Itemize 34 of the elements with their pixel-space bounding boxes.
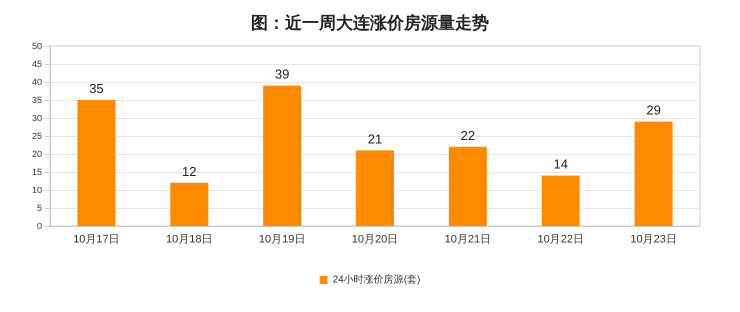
y-tick-label: 10 <box>32 185 42 195</box>
bar <box>448 146 487 226</box>
y-tick-label: 50 <box>32 41 42 51</box>
data-label: 35 <box>89 81 104 96</box>
data-label: 29 <box>646 102 661 118</box>
bar <box>170 182 208 226</box>
bar <box>634 122 673 226</box>
y-tick-label: 20 <box>32 149 42 159</box>
x-tick-label: 10月18日 <box>166 234 213 246</box>
y-tick-label: 5 <box>36 203 42 213</box>
x-tick-label: 10月17日 <box>73 234 120 246</box>
data-label: 39 <box>274 66 290 82</box>
x-tick-label: 10月19日 <box>258 234 306 246</box>
y-tick-label: 45 <box>32 59 42 69</box>
y-tick-label: 15 <box>32 167 42 177</box>
x-tick-label: 10月21日 <box>444 234 492 246</box>
y-tick-label: 30 <box>32 113 42 123</box>
data-label: 21 <box>368 131 382 146</box>
bar <box>542 176 580 226</box>
data-label: 14 <box>553 156 568 172</box>
y-tick-label: 40 <box>32 77 42 87</box>
y-tick-label: 0 <box>36 221 42 231</box>
bar <box>263 86 302 226</box>
chart-title: 图：近一周大连涨价房源量走势 <box>251 14 489 34</box>
y-tick-label: 35 <box>32 95 42 105</box>
data-label: 12 <box>182 164 197 179</box>
bar <box>356 150 394 226</box>
x-tick-label: 10月20日 <box>352 234 398 246</box>
y-tick-label: 25 <box>32 131 42 141</box>
x-tick-label: 10月23日 <box>630 234 677 246</box>
bar <box>77 100 116 226</box>
data-label: 22 <box>460 128 476 143</box>
legend-label: 24小时涨价房源(套) <box>332 274 420 286</box>
x-tick-label: 10月22日 <box>537 234 584 246</box>
